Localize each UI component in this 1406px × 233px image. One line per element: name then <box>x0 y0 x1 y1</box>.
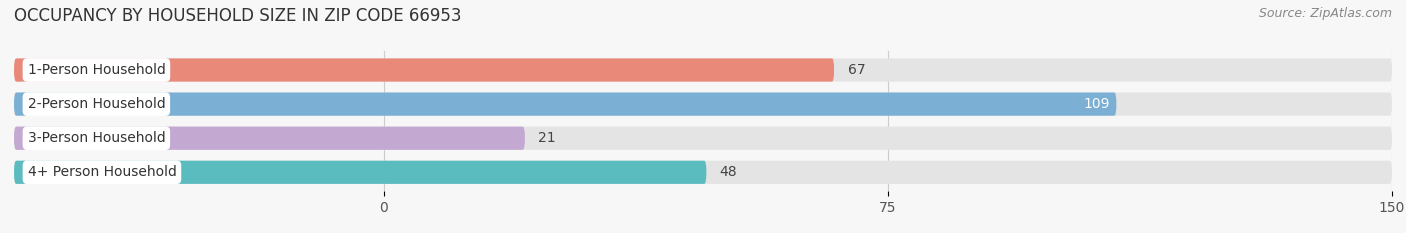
FancyBboxPatch shape <box>14 161 706 184</box>
FancyBboxPatch shape <box>14 93 1392 116</box>
FancyBboxPatch shape <box>14 161 1392 184</box>
Text: 48: 48 <box>720 165 737 179</box>
Text: 21: 21 <box>538 131 555 145</box>
Text: 109: 109 <box>1083 97 1109 111</box>
Text: Source: ZipAtlas.com: Source: ZipAtlas.com <box>1258 7 1392 20</box>
Text: 2-Person Household: 2-Person Household <box>28 97 166 111</box>
FancyBboxPatch shape <box>14 93 1116 116</box>
Text: 4+ Person Household: 4+ Person Household <box>28 165 176 179</box>
Text: 3-Person Household: 3-Person Household <box>28 131 166 145</box>
Text: OCCUPANCY BY HOUSEHOLD SIZE IN ZIP CODE 66953: OCCUPANCY BY HOUSEHOLD SIZE IN ZIP CODE … <box>14 7 461 25</box>
FancyBboxPatch shape <box>14 127 1392 150</box>
FancyBboxPatch shape <box>14 127 524 150</box>
Text: 1-Person Household: 1-Person Household <box>28 63 166 77</box>
FancyBboxPatch shape <box>14 58 1392 82</box>
FancyBboxPatch shape <box>14 58 834 82</box>
Text: 67: 67 <box>848 63 865 77</box>
